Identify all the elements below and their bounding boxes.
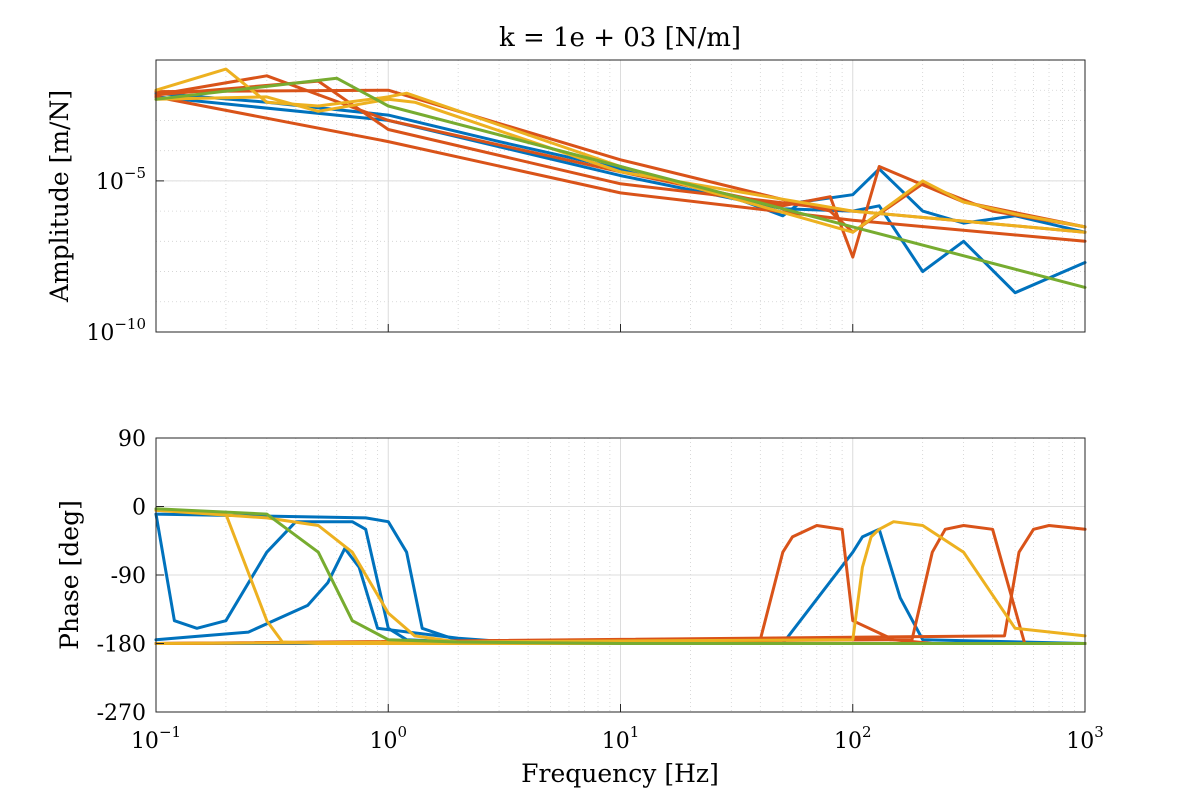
x-tick-label: 100 (369, 723, 407, 754)
x-tick-label: 102 (834, 723, 872, 754)
amplitude-ylabel: Amplitude [m/N] (45, 90, 74, 303)
series-line-yellow-hf (154, 520, 1087, 645)
y-tick-label: 10−5 (96, 164, 146, 195)
amplitude-axes: 10−5 10−10 (86, 59, 1087, 346)
series-line-blue-hf (154, 527, 1087, 645)
chart-title: k = 1e + 03 [N/m] (499, 23, 741, 53)
y-tick-label: 90 (118, 427, 146, 452)
y-tick-label: -90 (111, 564, 146, 589)
x-tick-label: 103 (1066, 723, 1104, 754)
series-line-orange-hf-1 (154, 524, 1087, 645)
y-tick-label: 10−10 (86, 315, 146, 346)
phase-axes: 10−1 100 101 102 103 90 0 -90 -180 -270 (97, 427, 1104, 754)
x-tick-label: 101 (602, 723, 640, 754)
y-tick-label: 0 (132, 496, 146, 521)
y-tick-label: -180 (97, 633, 146, 658)
frequency-xlabel: Frequency [Hz] (521, 759, 719, 788)
series-line-orange-hf-2 (154, 524, 1087, 645)
series-line-orange-hf-3 (154, 524, 1087, 645)
series-line-orange-4 (154, 95, 1087, 243)
y-tick-label: -270 (97, 701, 146, 726)
amplitude-series (154, 67, 1087, 295)
series-line-green-1 (154, 76, 1087, 289)
phase-ylabel: Phase [deg] (55, 500, 84, 650)
x-tick-label: 10−1 (131, 723, 181, 754)
series-line-yellow-2 (154, 95, 1087, 234)
phase-grid (155, 437, 1086, 713)
phase-series (154, 507, 1087, 645)
series-line-green-1 (154, 507, 1087, 645)
